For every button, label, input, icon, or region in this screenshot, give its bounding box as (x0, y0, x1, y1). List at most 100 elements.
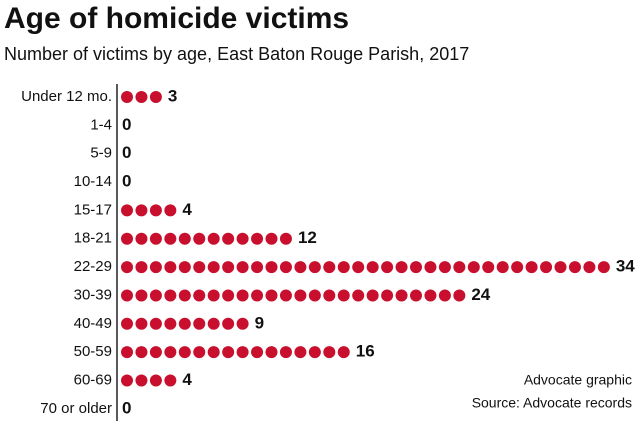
value-label: 3 (168, 86, 177, 105)
dot (337, 346, 350, 359)
dot (236, 317, 249, 330)
value-label: 0 (122, 172, 131, 191)
chart-title: Age of homicide victims (4, 2, 349, 35)
credit-note: Advocate graphic (524, 372, 632, 388)
dot (265, 261, 278, 274)
dot (438, 261, 451, 274)
dot (236, 346, 249, 359)
dot-row (121, 261, 610, 274)
dot (337, 261, 350, 274)
dot (251, 261, 264, 274)
dot (178, 317, 191, 330)
value-label: 0 (122, 143, 131, 162)
dot (236, 289, 249, 302)
dot (265, 346, 278, 359)
dot (178, 261, 191, 274)
dot (236, 232, 249, 245)
dot (193, 346, 206, 359)
value-label: 16 (356, 342, 375, 361)
dot (121, 317, 133, 330)
dot (135, 232, 148, 245)
dot (424, 289, 437, 302)
dot (381, 289, 394, 302)
dot (554, 261, 567, 274)
dot (294, 289, 307, 302)
dot (308, 261, 321, 274)
value-label: 12 (298, 228, 317, 247)
dot (323, 261, 336, 274)
dot (352, 289, 365, 302)
dot (207, 346, 220, 359)
dot (178, 346, 191, 359)
dot (381, 261, 394, 274)
dot (135, 374, 148, 387)
dot-row (121, 317, 249, 330)
dot (135, 289, 148, 302)
dot (525, 261, 538, 274)
dot (265, 289, 278, 302)
dot (121, 232, 133, 245)
dot (135, 317, 148, 330)
value-label: 0 (122, 398, 131, 417)
chart-subtitle: Number of victims by age, East Baton Rou… (4, 44, 469, 64)
dot (395, 261, 408, 274)
dot (410, 289, 422, 302)
dot (540, 261, 553, 274)
dot (164, 317, 177, 330)
dot (279, 346, 292, 359)
dot (222, 317, 235, 330)
value-label: 4 (182, 200, 192, 219)
dot (193, 317, 206, 330)
dot-row (121, 232, 292, 245)
dot (352, 261, 365, 274)
dot (121, 346, 133, 359)
category-label: 70 or older (40, 400, 112, 417)
dot (121, 204, 133, 217)
dot (149, 374, 162, 387)
dot (294, 346, 307, 359)
dot (207, 289, 220, 302)
dot (251, 346, 264, 359)
dot (222, 289, 235, 302)
dot (279, 261, 292, 274)
category-label: 22-29 (74, 258, 112, 275)
dot (121, 261, 133, 274)
category-label: 1-4 (90, 116, 112, 133)
dot (482, 261, 495, 274)
dot (178, 289, 191, 302)
dot (135, 204, 148, 217)
dot (236, 261, 249, 274)
dot (438, 289, 451, 302)
dot (279, 232, 292, 245)
category-label: Under 12 mo. (21, 88, 112, 105)
dot (467, 261, 480, 274)
dot (265, 232, 278, 245)
dot (193, 261, 206, 274)
category-label: 30-39 (74, 286, 112, 303)
dot (410, 261, 422, 274)
category-label: 50-59 (74, 343, 112, 360)
value-label: 9 (255, 313, 264, 332)
dot (279, 289, 292, 302)
value-label: 0 (122, 115, 131, 134)
dot (164, 204, 177, 217)
dot (251, 232, 264, 245)
dot (323, 346, 336, 359)
dot (149, 317, 162, 330)
dot (149, 261, 162, 274)
dot (337, 289, 350, 302)
dot (164, 261, 177, 274)
dot (149, 232, 162, 245)
dot (568, 261, 581, 274)
dot (207, 261, 220, 274)
category-label: 60-69 (74, 371, 112, 388)
dot (496, 261, 509, 274)
dot-row (121, 91, 162, 103)
dot (424, 261, 437, 274)
dot (207, 232, 220, 245)
dot-row (121, 289, 466, 302)
value-label: 24 (471, 285, 490, 304)
category-label: 40-49 (74, 315, 112, 332)
value-label: 34 (616, 257, 635, 276)
